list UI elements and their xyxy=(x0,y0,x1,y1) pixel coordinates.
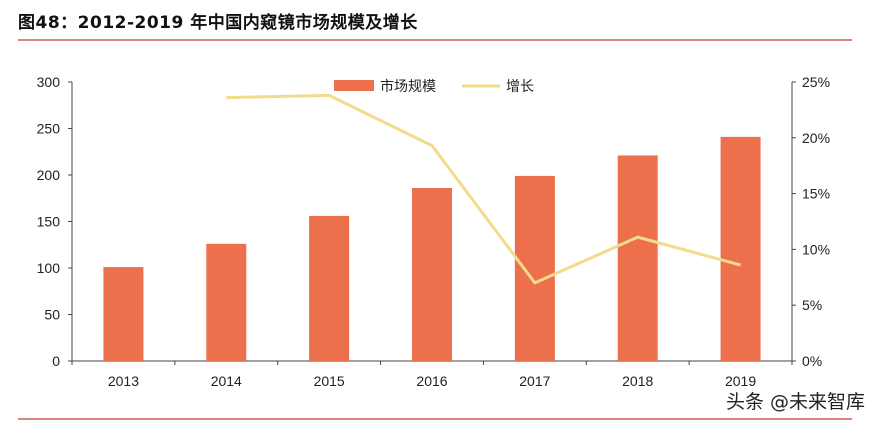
legend-label-bar: 市场规模 xyxy=(380,78,436,94)
left-tick-label: 300 xyxy=(37,74,61,90)
x-tick-label: 2014 xyxy=(211,373,242,389)
right-tick-label: 20% xyxy=(802,130,830,146)
legend-label-line: 增长 xyxy=(506,78,534,94)
right-tick-label: 15% xyxy=(802,186,830,202)
left-tick-label: 150 xyxy=(37,214,61,230)
right-tick-label: 25% xyxy=(802,74,830,90)
left-tick-label: 250 xyxy=(37,121,61,137)
bar-2013 xyxy=(103,267,144,361)
title-divider xyxy=(18,39,852,41)
bar-2017 xyxy=(514,175,555,361)
x-tick-label: 2016 xyxy=(416,373,447,389)
legend-swatch-bar xyxy=(334,80,374,91)
x-tick-label: 2019 xyxy=(725,373,756,389)
left-tick-label: 200 xyxy=(37,167,61,183)
x-tick-label: 2015 xyxy=(314,373,345,389)
right-tick-label: 0% xyxy=(802,353,822,369)
x-tick-label: 2013 xyxy=(108,373,139,389)
left-tick-label: 100 xyxy=(37,260,61,276)
bar-2015 xyxy=(309,215,350,361)
bottom-divider xyxy=(18,418,852,420)
bar-2016 xyxy=(412,188,452,361)
growth-line xyxy=(226,93,741,285)
x-tick-label: 2017 xyxy=(519,373,550,389)
watermark: 头条 @未来智库 xyxy=(725,391,865,413)
bar-2018 xyxy=(617,155,658,361)
right-tick-label: 10% xyxy=(802,241,830,257)
chart-title: 图48：2012-2019 年中国内窥镜市场规模及增长 xyxy=(18,13,418,33)
right-tick-label: 5% xyxy=(802,297,822,313)
left-tick-label: 0 xyxy=(52,353,60,369)
bar-2014 xyxy=(206,243,247,361)
x-tick-label: 2018 xyxy=(622,373,653,389)
bar-2019 xyxy=(720,136,761,361)
left-tick-label: 50 xyxy=(44,307,60,323)
